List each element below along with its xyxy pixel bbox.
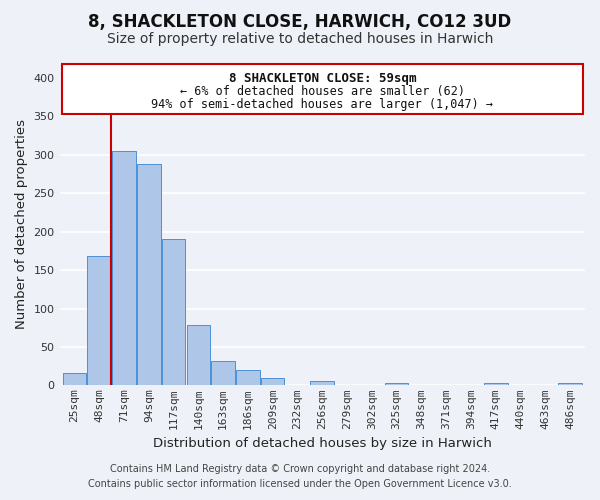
Bar xyxy=(211,361,235,386)
Text: 8 SHACKLETON CLOSE: 59sqm: 8 SHACKLETON CLOSE: 59sqm xyxy=(229,72,416,85)
Bar xyxy=(137,164,161,386)
Bar xyxy=(187,324,210,386)
Bar xyxy=(310,381,334,386)
FancyBboxPatch shape xyxy=(62,64,583,114)
Bar xyxy=(88,256,111,386)
Bar xyxy=(559,383,582,386)
Bar xyxy=(236,370,260,386)
Text: 8, SHACKLETON CLOSE, HARWICH, CO12 3UD: 8, SHACKLETON CLOSE, HARWICH, CO12 3UD xyxy=(88,12,512,30)
Y-axis label: Number of detached properties: Number of detached properties xyxy=(15,119,28,329)
Bar xyxy=(484,383,508,386)
Text: ← 6% of detached houses are smaller (62): ← 6% of detached houses are smaller (62) xyxy=(180,85,465,98)
Bar xyxy=(62,373,86,386)
Text: Size of property relative to detached houses in Harwich: Size of property relative to detached ho… xyxy=(107,32,493,46)
Bar xyxy=(162,238,185,386)
Bar xyxy=(112,151,136,386)
Bar xyxy=(385,383,409,386)
X-axis label: Distribution of detached houses by size in Harwich: Distribution of detached houses by size … xyxy=(153,437,492,450)
Text: 94% of semi-detached houses are larger (1,047) →: 94% of semi-detached houses are larger (… xyxy=(151,98,493,111)
Text: Contains HM Land Registry data © Crown copyright and database right 2024.
Contai: Contains HM Land Registry data © Crown c… xyxy=(88,464,512,489)
Bar xyxy=(261,378,284,386)
